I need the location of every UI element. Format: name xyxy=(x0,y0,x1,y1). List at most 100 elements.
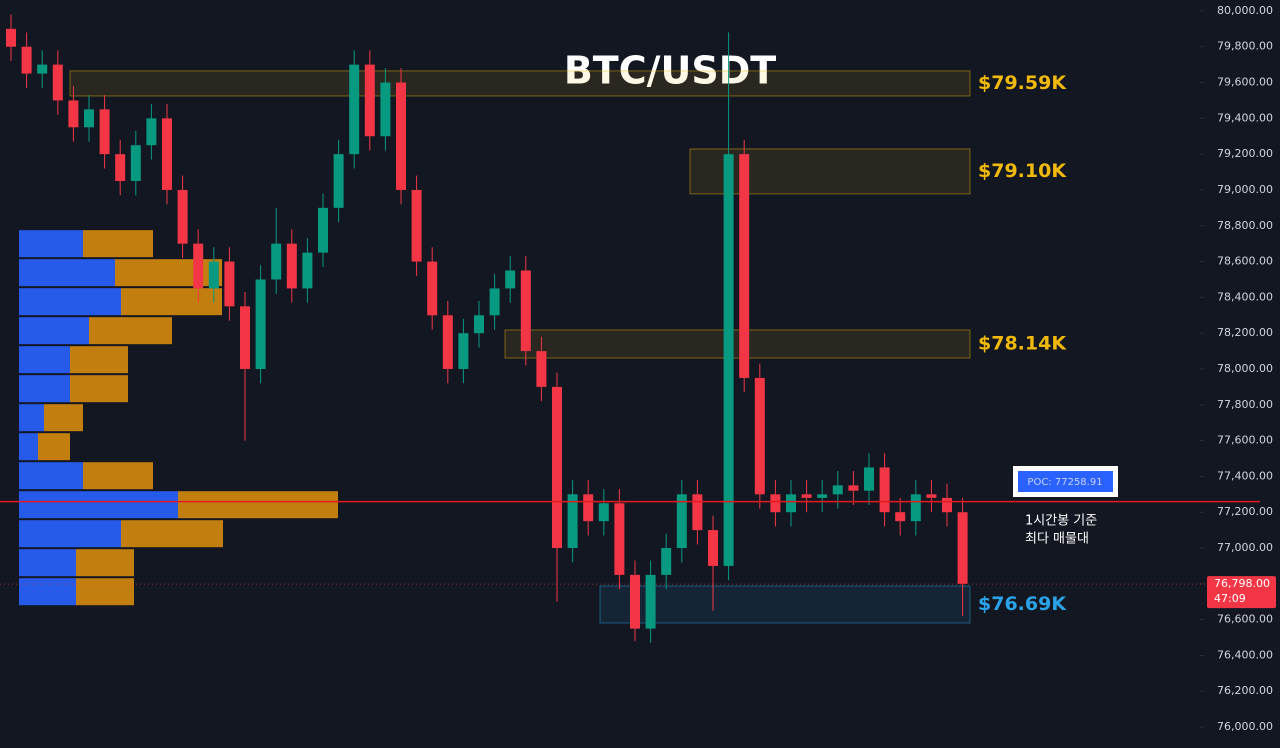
candle-body xyxy=(801,494,812,498)
chart-title: BTC/USDT xyxy=(564,49,776,93)
profile-sell xyxy=(121,288,222,316)
price-zone xyxy=(69,70,971,97)
candle-body xyxy=(770,494,781,513)
profile-sell xyxy=(76,549,134,577)
candle-body xyxy=(676,494,687,549)
price-zone xyxy=(599,585,971,624)
candle-body xyxy=(84,109,94,128)
candle-body xyxy=(396,82,406,190)
profile-buy xyxy=(19,404,44,432)
candle-body xyxy=(848,485,859,491)
profile-sell xyxy=(115,259,222,287)
profile-buy xyxy=(19,288,121,316)
candle-body xyxy=(910,494,921,522)
profile-buy xyxy=(19,491,178,519)
price-zone xyxy=(504,329,971,359)
y-tick-label: 78,800.00 xyxy=(1217,219,1273,232)
poc-box xyxy=(1018,471,1113,492)
candle-body xyxy=(895,512,906,522)
y-tick-label: 77,800.00 xyxy=(1217,398,1273,411)
profile-buy xyxy=(19,346,70,374)
candle-body xyxy=(505,270,516,289)
candle-body xyxy=(271,243,282,280)
profile-sell xyxy=(83,230,153,258)
profile-sell xyxy=(89,317,172,345)
candle-body xyxy=(786,494,796,513)
candle-body xyxy=(520,270,531,352)
y-tick-label: 77,200.00 xyxy=(1217,505,1273,518)
y-tick-label: 78,600.00 xyxy=(1217,255,1273,268)
candle-body xyxy=(380,82,391,137)
candle-body xyxy=(411,189,422,262)
candle-body xyxy=(177,189,188,244)
y-tick-label: 76,400.00 xyxy=(1217,648,1273,661)
y-tick-label: 77,600.00 xyxy=(1217,434,1273,447)
candle-body xyxy=(708,530,718,566)
profile-buy xyxy=(19,549,76,577)
candle-body xyxy=(552,386,562,549)
candle-body xyxy=(489,288,500,316)
candle-body xyxy=(661,548,672,575)
candle-body xyxy=(817,494,828,498)
zone-label: $79.10K xyxy=(978,160,1067,182)
profile-sell xyxy=(38,433,70,461)
y-tick-label: 76,600.00 xyxy=(1217,613,1273,626)
candle-body xyxy=(754,377,765,495)
price-tag xyxy=(1207,576,1276,609)
profile-buy xyxy=(19,230,83,258)
profile-sell xyxy=(76,578,134,606)
candle-body xyxy=(68,100,79,128)
profile-sell xyxy=(121,520,223,548)
candle-body xyxy=(99,109,110,155)
candle-body xyxy=(692,494,703,531)
candle-body xyxy=(879,467,890,513)
candle-body xyxy=(193,243,204,289)
profile-sell xyxy=(83,462,153,490)
y-tick-label: 78,200.00 xyxy=(1217,326,1273,339)
zone-label: $79.59K xyxy=(978,72,1067,94)
y-tick-label: 79,000.00 xyxy=(1217,183,1273,196)
y-tick-label: 79,200.00 xyxy=(1217,147,1273,160)
y-tick-label: 77,400.00 xyxy=(1217,469,1273,482)
y-tick-label: 76,000.00 xyxy=(1217,720,1273,733)
candle-body xyxy=(832,485,843,495)
candle-body xyxy=(630,574,640,629)
candle-body xyxy=(21,46,32,74)
profile-sell xyxy=(70,346,128,374)
profile-buy xyxy=(19,375,70,403)
candle-body xyxy=(146,118,157,146)
price-zone xyxy=(689,148,971,195)
candle-body xyxy=(52,64,63,101)
zone-label: $78.14K xyxy=(978,333,1067,355)
zone-label: $76.69K xyxy=(978,593,1067,615)
profile-buy xyxy=(19,433,38,461)
candle-body xyxy=(240,306,250,369)
candle-body xyxy=(255,279,266,369)
candle-body xyxy=(349,64,360,155)
profile-buy xyxy=(19,259,115,287)
profile-buy xyxy=(19,578,76,606)
candle-body xyxy=(957,512,968,584)
y-tick-label: 77,000.00 xyxy=(1217,541,1273,554)
candle-body xyxy=(598,503,609,522)
profile-buy xyxy=(19,520,121,548)
candle-body xyxy=(130,145,141,182)
candle-body xyxy=(926,494,937,498)
candle-body xyxy=(614,503,625,575)
candle-body xyxy=(224,261,235,307)
y-tick-label: 80,000.00 xyxy=(1217,4,1273,17)
candle-body xyxy=(333,154,344,208)
candle-body xyxy=(458,333,469,369)
profile-buy xyxy=(19,317,89,345)
y-tick-label: 79,800.00 xyxy=(1217,40,1273,53)
candle-body xyxy=(567,494,578,549)
candle-body xyxy=(208,261,219,289)
candle-body xyxy=(37,64,48,74)
candle-body xyxy=(318,207,328,253)
candle-body xyxy=(942,497,952,513)
y-tick-label: 79,600.00 xyxy=(1217,76,1273,89)
candle-body xyxy=(864,467,874,491)
candle-body xyxy=(115,154,126,182)
